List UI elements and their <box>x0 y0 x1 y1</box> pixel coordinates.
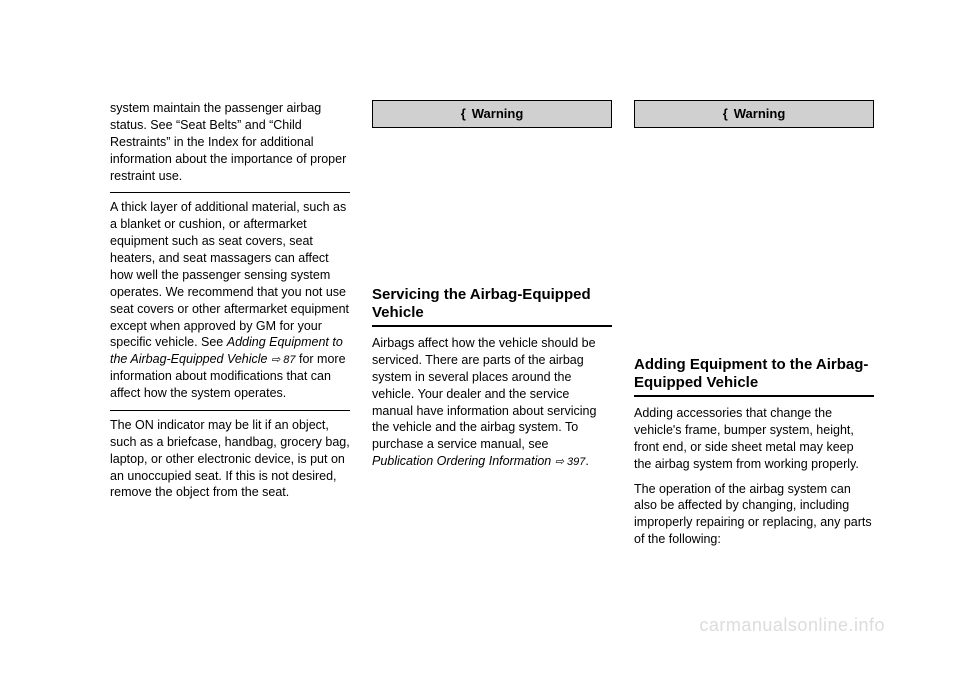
warning-label: Warning <box>734 105 786 123</box>
watermark: carmanualsonline.info <box>699 615 885 636</box>
column-2: { Warning Servicing the Airbag-Equipped … <box>372 100 612 556</box>
warning-icon: { <box>723 105 728 123</box>
paragraph: system maintain the passenger airbag sta… <box>110 100 350 184</box>
paragraph: The operation of the airbag system can a… <box>634 481 874 549</box>
paragraph: Airbags affect how the vehicle should be… <box>372 335 612 470</box>
column-1: system maintain the passenger airbag sta… <box>110 100 350 556</box>
paragraph: The ON indicator may be lit if an object… <box>110 417 350 501</box>
page-ref: ⇨ 87 <box>271 354 296 366</box>
warning-icon: { <box>461 105 466 123</box>
warning-box: { Warning <box>372 100 612 128</box>
warning-box: { Warning <box>634 100 874 128</box>
text: . <box>585 454 588 468</box>
text: Airbags affect how the vehicle should be… <box>372 336 596 451</box>
warning-label: Warning <box>472 105 524 123</box>
column-3: { Warning Adding Equipment to the Airbag… <box>634 100 874 556</box>
paragraph: Adding accessories that change the vehic… <box>634 405 874 473</box>
section-heading: Servicing the Airbag-Equipped Vehicle <box>372 286 612 328</box>
section-heading: Adding Equipment to the Airbag-Equipped … <box>634 356 874 398</box>
italic-ref: Publication Ordering Information <box>372 454 555 468</box>
paragraph: A thick layer of additional material, su… <box>110 199 350 402</box>
redacted-warning-body <box>372 136 612 286</box>
page-ref: ⇨ 397 <box>555 456 586 468</box>
redacted-warning-body <box>634 136 874 356</box>
text: A thick layer of additional material, su… <box>110 200 349 349</box>
page-content: system maintain the passenger airbag sta… <box>0 0 960 606</box>
divider <box>110 192 350 193</box>
divider <box>110 410 350 411</box>
